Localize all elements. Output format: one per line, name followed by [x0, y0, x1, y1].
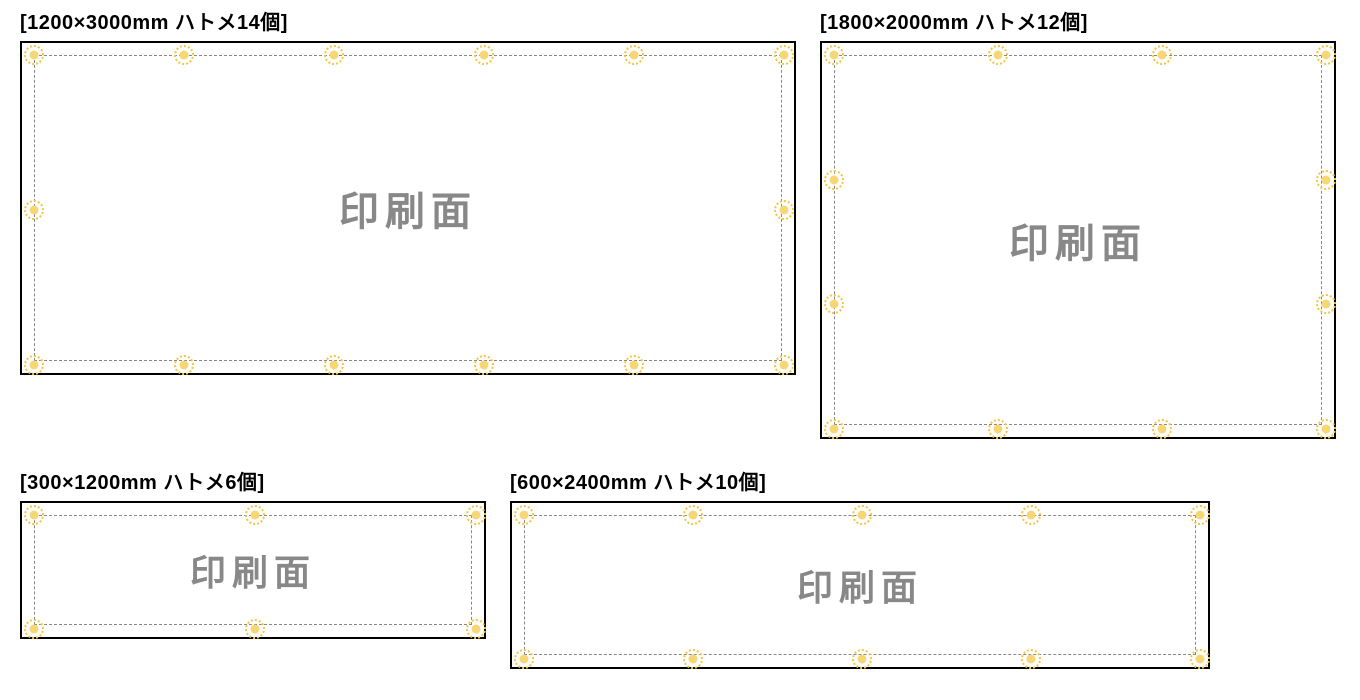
grommet-icon	[24, 355, 44, 375]
grommet-icon	[245, 619, 265, 639]
banner-panel-2: [1800×2000mm ハトメ12個] 印刷面	[820, 6, 1336, 439]
grommet-icon	[774, 45, 794, 65]
banner-panel-1: [1200×3000mm ハトメ14個] 印刷面	[20, 6, 796, 375]
grommet-icon	[514, 505, 534, 525]
grommet-icon	[852, 649, 872, 669]
grommet-icon	[466, 505, 486, 525]
grommet-icon	[474, 45, 494, 65]
grommet-icon	[1152, 45, 1172, 65]
grommet-icon	[988, 45, 1008, 65]
grommet-icon	[774, 200, 794, 220]
grommet-icon	[824, 170, 844, 190]
grommet-icon	[824, 419, 844, 439]
grommet-icon	[24, 200, 44, 220]
grommet-icon	[624, 45, 644, 65]
grommet-icon	[1316, 294, 1336, 314]
banner-panel-3: [300×1200mm ハトメ6個] 印刷面	[20, 466, 486, 639]
grommet-icon	[624, 355, 644, 375]
grommet-icon	[514, 649, 534, 669]
print-surface-label: 印刷面	[190, 544, 316, 596]
grommet-icon	[988, 419, 1008, 439]
panel-title: [1800×2000mm ハトメ12個]	[820, 6, 1336, 35]
grommet-icon	[24, 45, 44, 65]
grommet-icon	[1021, 505, 1041, 525]
grommet-icon	[774, 355, 794, 375]
panel-title: [1200×3000mm ハトメ14個]	[20, 6, 796, 35]
print-area-outer: 印刷面	[510, 501, 1210, 669]
grommet-icon	[1316, 45, 1336, 65]
grommet-icon	[824, 45, 844, 65]
grommet-icon	[245, 505, 265, 525]
panel-title: [300×1200mm ハトメ6個]	[20, 466, 486, 495]
grommet-icon	[466, 619, 486, 639]
print-surface-label: 印刷面	[339, 179, 477, 237]
print-area-outer: 印刷面	[820, 41, 1336, 439]
print-area-outer: 印刷面	[20, 501, 486, 639]
grommet-icon	[1316, 170, 1336, 190]
grommet-icon	[24, 505, 44, 525]
grommet-icon	[1190, 505, 1210, 525]
grommet-icon	[1190, 649, 1210, 669]
grommet-icon	[683, 649, 703, 669]
grommet-icon	[474, 355, 494, 375]
grommet-icon	[174, 45, 194, 65]
grommet-icon	[1152, 419, 1172, 439]
grommet-icon	[1021, 649, 1041, 669]
grommet-icon	[683, 505, 703, 525]
grommet-icon	[852, 505, 872, 525]
panel-title: [600×2400mm ハトメ10個]	[510, 466, 1210, 495]
banner-panel-4: [600×2400mm ハトメ10個] 印刷面	[510, 466, 1210, 669]
grommet-icon	[324, 355, 344, 375]
print-surface-label: 印刷面	[797, 559, 923, 611]
grommet-icon	[24, 619, 44, 639]
print-area-outer: 印刷面	[20, 41, 796, 375]
grommet-icon	[324, 45, 344, 65]
grommet-icon	[174, 355, 194, 375]
grommet-icon	[824, 294, 844, 314]
grommet-icon	[1316, 419, 1336, 439]
print-surface-label: 印刷面	[1009, 211, 1147, 269]
